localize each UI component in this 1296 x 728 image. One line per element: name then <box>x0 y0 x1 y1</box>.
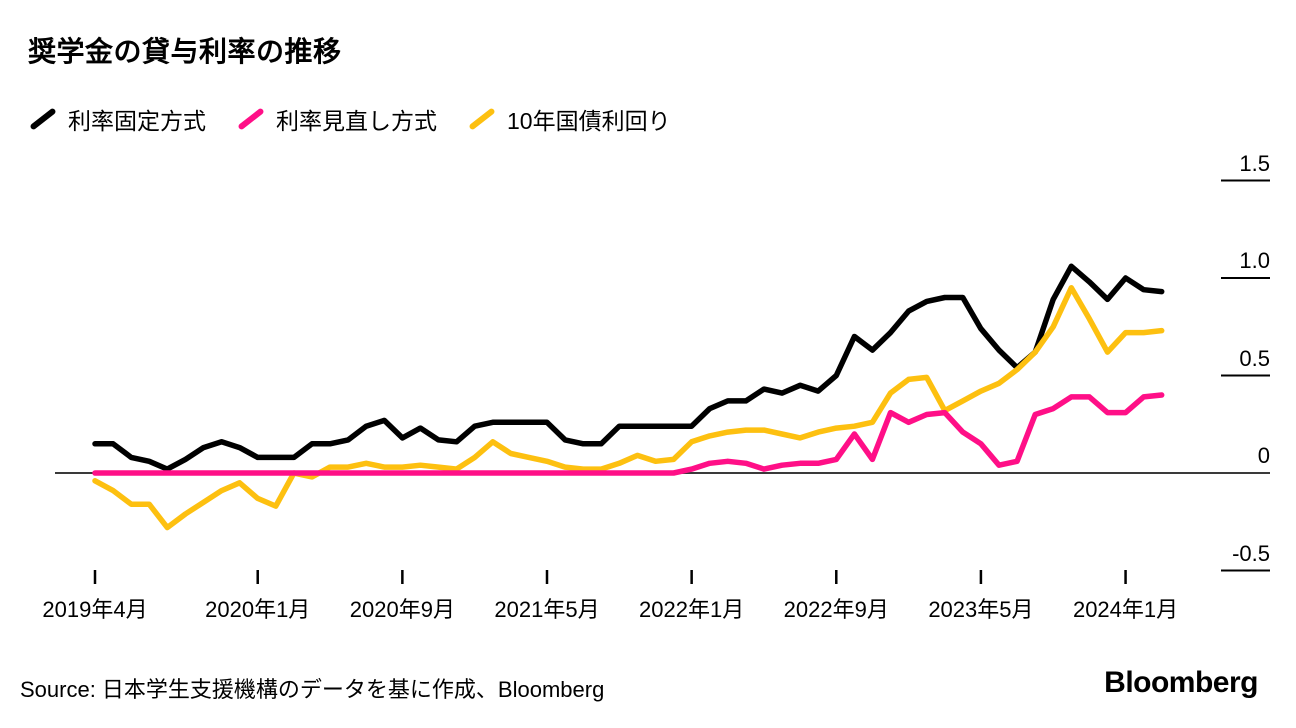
legend-label-revised-rate: 利率見直し方式 <box>276 108 437 134</box>
x-axis-label-2022-01: 2022年1月 <box>639 597 745 622</box>
x-axis-label-2020-09: 2020年9月 <box>349 597 455 622</box>
y-axis-label-0-5: 0.5 <box>1239 345 1270 371</box>
bloomberg-logo: Bloomberg <box>1104 666 1258 699</box>
legend: 利率固定方式 利率見直し方式 10年国債利回り <box>28 102 671 136</box>
series-line-2 <box>92 285 1165 531</box>
series-line-0 <box>92 263 1165 472</box>
legend-item-fixed-rate: 利率固定方式 <box>28 102 206 136</box>
y-axis-label-1-5: 1.5 <box>1239 150 1270 176</box>
legend-label-fixed-rate: 利率固定方式 <box>68 108 206 134</box>
y-axis-label-1-0: 1.0 <box>1239 248 1270 273</box>
x-axis-label-2023-05: 2023年5月 <box>928 597 1034 622</box>
legend-item-revised-rate: 利率見直し方式 <box>236 102 437 136</box>
x-axis-label-2019-04: 2019年4月 <box>42 597 148 622</box>
y-axis-label-neg-0-5: -0.5 <box>1232 540 1270 566</box>
series-line-1 <box>92 392 1165 476</box>
x-axis-label-2021-05: 2021年5月 <box>494 597 600 622</box>
y-axis-label-0: 0 <box>1257 443 1270 468</box>
x-axis-label-2020-01: 2020年1月 <box>205 597 311 622</box>
x-axis-label-2022-09: 2022年9月 <box>783 597 889 622</box>
legend-label-jgb-yield: 10年国債利回り <box>507 108 671 134</box>
source-credit: Source: 日本学生支援機構のデータを基に作成、Bloomberg <box>20 677 605 702</box>
page-title: 奨学金の貸与利率の推移 <box>28 36 342 67</box>
legend-item-jgb-yield: 10年国債利回り <box>467 102 671 136</box>
x-axis-label-2024-01: 2024年1月 <box>1072 597 1179 622</box>
